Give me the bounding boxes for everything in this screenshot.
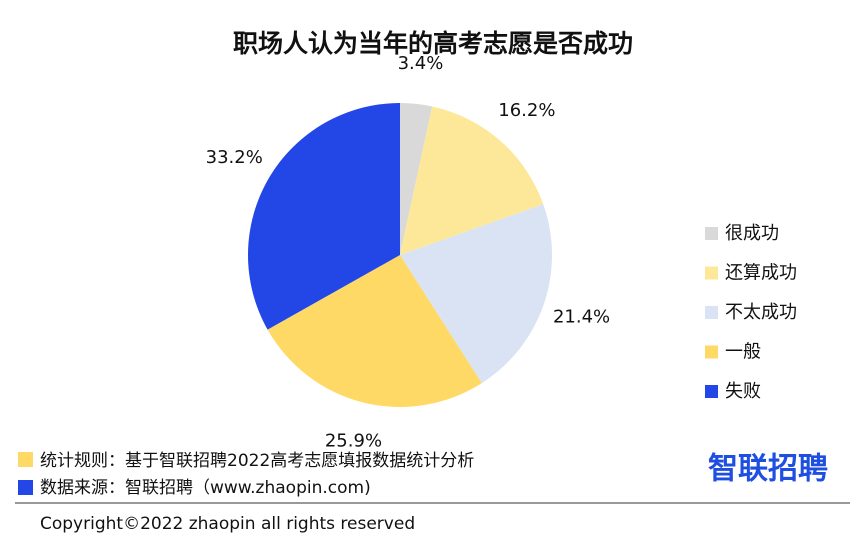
- legend-marker: [705, 345, 718, 359]
- legend-marker: [705, 385, 718, 398]
- legend-label: 很成功: [725, 223, 779, 244]
- chart-title: 职场人认为当年的高考志愿是否成功: [233, 29, 633, 58]
- legend-marker: [705, 227, 718, 240]
- pie-slice: [400, 103, 433, 255]
- data-label: 33.2%: [206, 147, 263, 168]
- copyright: Copyright©2022 zhaopin all rights reserv…: [40, 514, 415, 534]
- data-label: 3.4%: [398, 53, 444, 74]
- logo: 智联招聘: [708, 452, 828, 487]
- note: 数据来源：智联招聘（www.zhaopin.com): [40, 478, 371, 498]
- legend-label: 一般: [725, 342, 761, 363]
- legend-label: 失败: [725, 381, 761, 402]
- data-label: 21.4%: [553, 306, 610, 327]
- pie-slice: [267, 255, 482, 407]
- legend-marker: [705, 306, 718, 319]
- note-marker: [18, 452, 33, 467]
- legend-marker: [705, 266, 718, 280]
- pie-slice: [248, 103, 400, 330]
- data-label: 16.2%: [498, 100, 555, 121]
- legend-label: 不太成功: [725, 302, 797, 323]
- note: 统计规则：基于智联招聘2022高考志愿填报数据统计分析: [40, 451, 474, 471]
- legend-label: 还算成功: [725, 263, 797, 284]
- pie-slice: [400, 106, 544, 256]
- data-label: 25.9%: [325, 430, 382, 451]
- pie-slice: [400, 204, 552, 384]
- note-marker: [18, 480, 33, 495]
